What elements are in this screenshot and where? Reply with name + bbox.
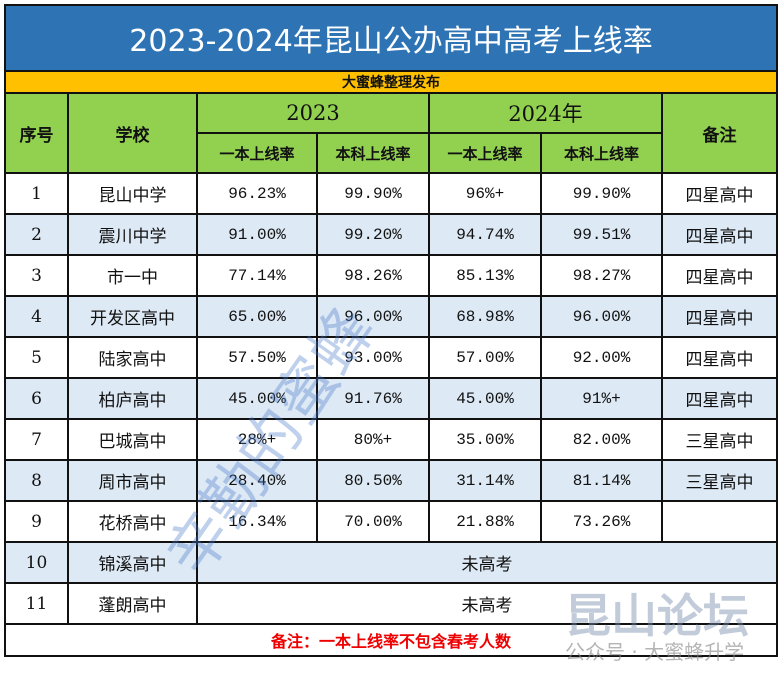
footnote: 备注：一本上线率不包含春考人数 <box>3 623 779 657</box>
bachelor-2023-cell: 80%+ <box>316 418 430 461</box>
no-exam-cell: 未高考 <box>195 582 779 625</box>
no-exam-cell: 未高考 <box>195 541 779 584</box>
school-cell: 昆山中学 <box>67 172 198 215</box>
school-cell: 震川中学 <box>67 213 198 256</box>
publisher-banner: 大蜜蜂整理发布 <box>3 70 779 94</box>
tier1-2023-cell: 57.50% <box>196 336 318 379</box>
tier1-2024-cell: 94.74% <box>428 213 542 256</box>
table-row: 4 开发区高中 65.00% 96.00% 68.98% 96.00% 四星高中 <box>4 295 779 338</box>
bachelor-2023-cell: 70.00% <box>316 500 430 543</box>
table-row: 7 巴城高中 28%+ 80%+ 35.00% 82.00% 三星高中 <box>4 418 779 461</box>
note-cell: 四星高中 <box>660 254 779 297</box>
school-cell: 开发区高中 <box>67 295 198 338</box>
admission-rate-table: 2023-2024年昆山公办高中高考上线率 大蜜蜂整理发布 序号 学校 2023… <box>3 4 779 657</box>
index-cell: 1 <box>4 172 69 215</box>
note-cell: 四星高中 <box>660 336 779 379</box>
table-row: 10 锦溪高中 未高考 <box>4 541 779 584</box>
bachelor-2023-cell: 98.26% <box>316 254 430 297</box>
header-bachelor-2024: 本科上线率 <box>540 132 663 174</box>
bachelor-2023-cell: 99.20% <box>316 213 430 256</box>
school-cell: 蓬朗高中 <box>67 582 198 625</box>
bachelor-2024-cell: 98.27% <box>540 254 663 297</box>
table-row: 6 柏庐高中 45.00% 91.76% 45.00% 91%+ 四星高中 <box>4 377 779 420</box>
tier1-2023-cell: 28%+ <box>196 418 318 461</box>
bachelor-2024-cell: 92.00% <box>540 336 663 379</box>
school-cell: 柏庐高中 <box>67 377 198 420</box>
note-cell: 三星高中 <box>660 459 779 502</box>
bachelor-2024-cell: 99.51% <box>540 213 663 256</box>
note-cell <box>660 500 779 543</box>
table-row: 9 花桥高中 16.34% 70.00% 21.88% 73.26% <box>4 500 779 543</box>
table-row: 2 震川中学 91.00% 99.20% 94.74% 99.51% 四星高中 <box>4 213 779 256</box>
tier1-2024-cell: 57.00% <box>428 336 542 379</box>
bachelor-2024-cell: 73.26% <box>540 500 663 543</box>
table-row: 5 陆家高中 57.50% 93.00% 57.00% 92.00% 四星高中 <box>4 336 779 379</box>
tier1-2024-cell: 21.88% <box>428 500 542 543</box>
tier1-2024-cell: 45.00% <box>428 377 542 420</box>
bachelor-2024-cell: 81.14% <box>540 459 663 502</box>
bachelor-2024-cell: 96.00% <box>540 295 663 338</box>
index-cell: 9 <box>4 500 69 543</box>
bachelor-2024-cell: 82.00% <box>540 418 663 461</box>
school-cell: 周市高中 <box>67 459 198 502</box>
note-cell: 三星高中 <box>660 418 779 461</box>
index-cell: 11 <box>4 582 69 625</box>
tier1-2023-cell: 91.00% <box>196 213 318 256</box>
school-cell: 陆家高中 <box>67 336 198 379</box>
note-cell: 四星高中 <box>660 213 779 256</box>
header-tier1-2024: 一本上线率 <box>428 132 542 174</box>
header-2023: 2023 <box>196 92 430 134</box>
header-school: 学校 <box>67 92 198 174</box>
tier1-2024-cell: 31.14% <box>428 459 542 502</box>
tier1-2023-cell: 28.40% <box>196 459 318 502</box>
school-cell: 花桥高中 <box>67 500 198 543</box>
tier1-2023-cell: 45.00% <box>196 377 318 420</box>
table-row: 1 昆山中学 96.23% 99.90% 96%+ 99.90% 四星高中 <box>4 172 779 215</box>
header-index: 序号 <box>4 92 69 174</box>
bachelor-2024-cell: 91%+ <box>540 377 663 420</box>
index-cell: 8 <box>4 459 69 502</box>
bachelor-2023-cell: 91.76% <box>316 377 430 420</box>
index-cell: 6 <box>4 377 69 420</box>
tier1-2024-cell: 96%+ <box>428 172 542 215</box>
index-cell: 4 <box>4 295 69 338</box>
tier1-2023-cell: 96.23% <box>196 172 318 215</box>
bachelor-2023-cell: 93.00% <box>316 336 430 379</box>
index-cell: 10 <box>4 541 69 584</box>
table-row: 3 市一中 77.14% 98.26% 85.13% 98.27% 四星高中 <box>4 254 779 297</box>
index-cell: 2 <box>4 213 69 256</box>
tier1-2023-cell: 65.00% <box>196 295 318 338</box>
table-row: 8 周市高中 28.40% 80.50% 31.14% 81.14% 三星高中 <box>4 459 779 502</box>
school-cell: 锦溪高中 <box>67 541 198 584</box>
index-cell: 3 <box>4 254 69 297</box>
table-row: 11 蓬朗高中 未高考 <box>4 582 779 625</box>
bachelor-2023-cell: 80.50% <box>316 459 430 502</box>
note-cell: 四星高中 <box>660 295 779 338</box>
bachelor-2024-cell: 99.90% <box>540 172 663 215</box>
tier1-2023-cell: 77.14% <box>196 254 318 297</box>
tier1-2024-cell: 85.13% <box>428 254 542 297</box>
tier1-2023-cell: 16.34% <box>196 500 318 543</box>
index-cell: 5 <box>4 336 69 379</box>
tier1-2024-cell: 68.98% <box>428 295 542 338</box>
index-cell: 7 <box>4 418 69 461</box>
header-note: 备注 <box>660 92 779 174</box>
bachelor-2023-cell: 96.00% <box>316 295 430 338</box>
bachelor-2023-cell: 99.90% <box>316 172 430 215</box>
header-2024: 2024年 <box>428 92 663 134</box>
school-cell: 巴城高中 <box>67 418 198 461</box>
header-tier1-2023: 一本上线率 <box>196 132 318 174</box>
school-cell: 市一中 <box>67 254 198 297</box>
note-cell: 四星高中 <box>660 377 779 420</box>
tier1-2024-cell: 35.00% <box>428 418 542 461</box>
note-cell: 四星高中 <box>660 172 779 215</box>
table-title: 2023-2024年昆山公办高中高考上线率 <box>3 4 779 72</box>
header-bachelor-2023: 本科上线率 <box>316 132 430 174</box>
